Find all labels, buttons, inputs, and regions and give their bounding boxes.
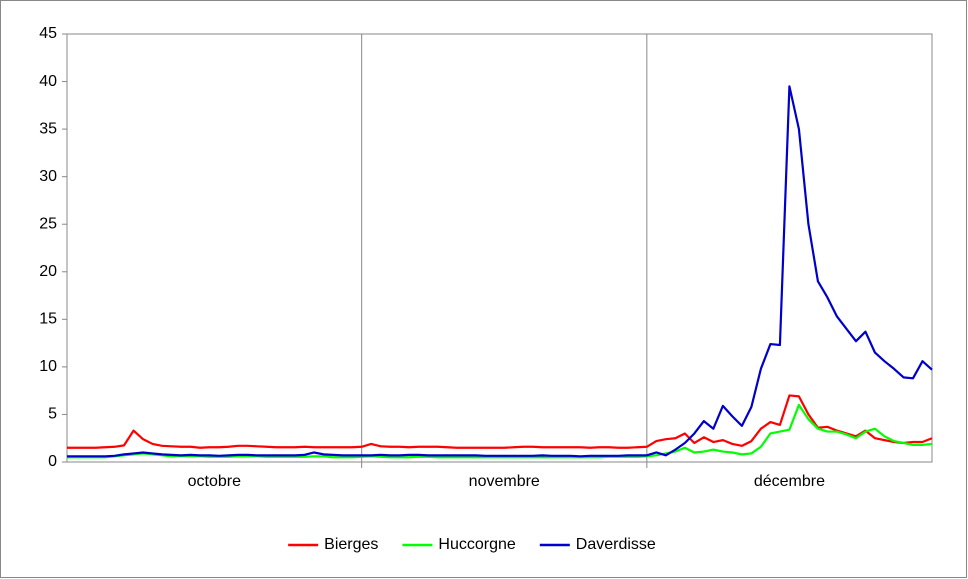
series-line — [67, 403, 933, 459]
x-tick-label: novembre — [469, 473, 540, 490]
x-tick-label: octobre — [188, 473, 241, 490]
y-tick-label: 25 — [39, 215, 57, 232]
y-tick-label: 30 — [39, 168, 57, 185]
legend-label: Daverdisse — [576, 536, 656, 553]
y-tick-label: 10 — [39, 358, 57, 375]
y-tick-label: 20 — [39, 263, 57, 280]
plot-area — [66, 33, 933, 463]
legend-label: Bierges — [324, 536, 378, 553]
y-tick-label: 5 — [48, 406, 57, 423]
series-line — [67, 394, 933, 449]
y-tick-label: 40 — [39, 73, 57, 90]
x-tick-label: décembre — [754, 473, 825, 490]
y-tick-label: 35 — [39, 120, 57, 137]
series-line — [67, 85, 933, 458]
legend-label: Huccorgne — [438, 536, 515, 553]
y-tick-label: 0 — [48, 453, 57, 470]
y-tick-label: 15 — [39, 311, 57, 328]
y-tick-label: 45 — [39, 25, 57, 42]
